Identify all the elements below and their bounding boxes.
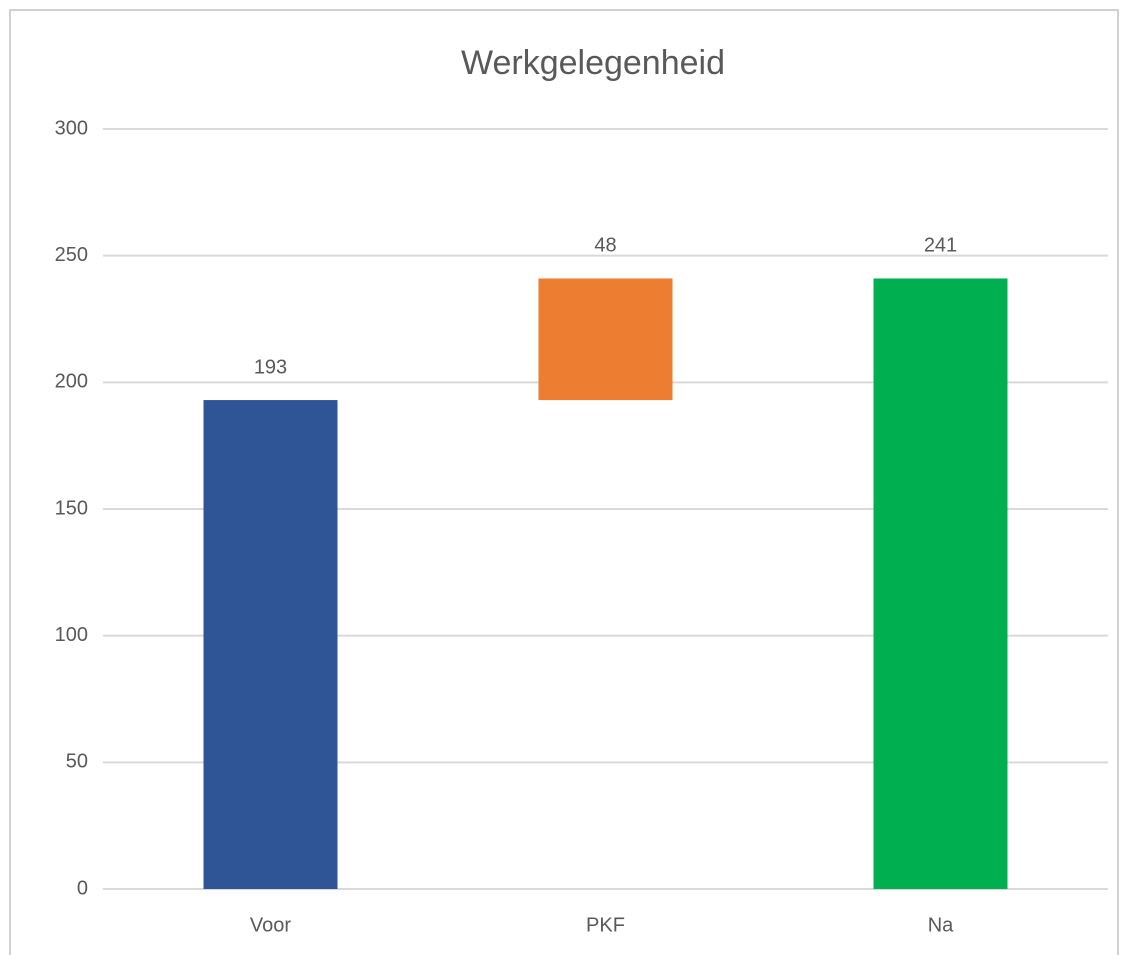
bar: [203, 400, 338, 889]
data-label: 241: [924, 235, 957, 257]
y-tick-label: 250: [55, 244, 88, 266]
data-label: 48: [594, 235, 616, 257]
bar: [873, 278, 1008, 889]
x-tick-label: PKF: [586, 914, 625, 936]
y-tick-label: 0: [77, 877, 88, 899]
y-tick-label: 50: [66, 751, 88, 773]
y-tick-label: 150: [55, 497, 88, 519]
y-tick-label: 100: [55, 624, 88, 646]
y-tick-label: 300: [55, 117, 88, 139]
chart-title: Werkgelegenheid: [461, 44, 725, 82]
x-tick-label: Na: [928, 914, 954, 936]
y-tick-label: 200: [55, 371, 88, 393]
data-label: 193: [254, 356, 287, 378]
bar: [538, 278, 673, 401]
x-tick-label: Voor: [250, 914, 291, 936]
